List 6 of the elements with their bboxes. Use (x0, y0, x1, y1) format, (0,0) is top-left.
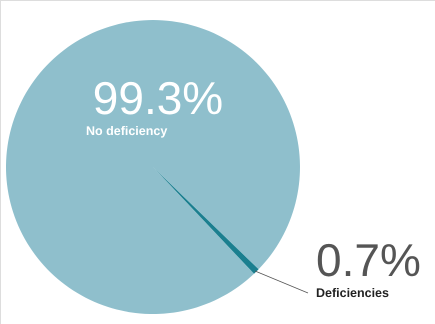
data-label: 99.3% (92, 72, 224, 124)
pie-slice (6, 20, 300, 314)
slice-label: No deficiency (86, 124, 168, 138)
pie-slice (153, 167, 259, 274)
data-label: 0.7% (316, 234, 421, 286)
slice-label: Deficiencies (316, 286, 390, 300)
